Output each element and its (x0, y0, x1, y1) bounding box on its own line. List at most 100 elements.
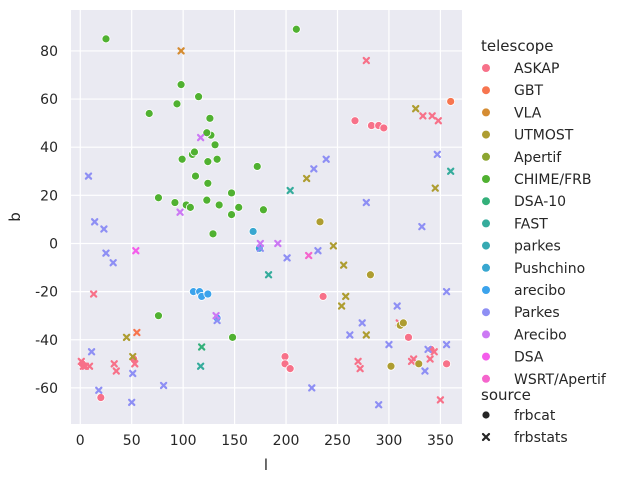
x-tick-label: 250 (324, 433, 351, 449)
legend-entry: DSA-10 (482, 194, 566, 210)
data-point-x (89, 290, 98, 298)
data-point-x (84, 172, 93, 180)
data-point-x (356, 364, 364, 373)
data-point-x (197, 343, 206, 351)
legend-marker (482, 175, 490, 183)
data-point-circle (280, 352, 290, 362)
data-point-circle (228, 332, 237, 342)
legend-marker (482, 197, 490, 206)
legend-entry: DSA (482, 350, 544, 366)
data-point-circle (185, 202, 195, 212)
data-point-circle (210, 140, 220, 150)
data-point-x (131, 360, 139, 368)
data-point-x (339, 261, 348, 269)
legend-title-source: source (481, 386, 531, 404)
y-tick-label: 40 (40, 140, 58, 156)
legend-entry: Apertif (482, 150, 562, 166)
legend-entry: arecibo (482, 283, 566, 299)
data-point-x (256, 239, 265, 248)
data-point-circle (227, 210, 236, 219)
legend-label: WSRT/Apertif (514, 372, 607, 388)
data-point-x (132, 246, 140, 255)
y-tick-label: 80 (40, 44, 58, 60)
data-point-x (428, 112, 436, 120)
data-point-circle (202, 195, 212, 205)
x-tick-label: 300 (376, 433, 403, 449)
data-point-x (129, 369, 137, 378)
grid-lines (71, 10, 462, 424)
legend-label: Parkes (514, 305, 560, 321)
data-point-circle (144, 109, 154, 118)
data-point-circle (234, 202, 244, 212)
data-point-circle (212, 154, 222, 164)
x-tick-label: 50 (123, 433, 141, 449)
data-point-circle (318, 292, 328, 301)
legend-marker (482, 286, 490, 294)
legend-label: Arecibo (514, 327, 567, 343)
legend-marker (482, 352, 490, 361)
data-point-circle (285, 364, 295, 374)
legend-entry: FAST (482, 216, 548, 232)
y-tick-label: 0 (49, 236, 58, 252)
data-point-x (358, 319, 366, 327)
y-tick-labels: -60 -40 -20 0 20 40 60 80 (35, 44, 58, 397)
data-point-x (85, 362, 94, 370)
data-point-circle (386, 361, 396, 371)
data-point-x (433, 150, 442, 159)
legend-label: CHIME/FRB (514, 172, 591, 188)
data-point-x (436, 396, 445, 404)
data-point-circle (203, 289, 213, 299)
legend-label: VLA (514, 105, 542, 121)
data-point-x (310, 165, 318, 173)
legend-entry: Pushchino (482, 261, 585, 277)
data-point-x (393, 302, 401, 310)
x-tick-label: 350 (427, 433, 454, 449)
legend-entry: CHIME/FRB (482, 172, 591, 188)
data-point-x (110, 360, 118, 368)
legend-marker (482, 374, 490, 383)
data-point-circle (190, 147, 199, 157)
data-point-circle (379, 123, 389, 133)
data-point-x (176, 208, 184, 216)
data-point-circle (214, 200, 224, 210)
data-point-x (102, 249, 110, 257)
data-point-x (431, 184, 439, 192)
data-point-x (362, 56, 371, 65)
legend-label: Apertif (514, 150, 562, 166)
data-point-circle (315, 217, 325, 227)
y-axis-label: b (6, 212, 24, 222)
data-point-x (308, 384, 316, 392)
legend-label: DSA (514, 350, 544, 366)
data-point-x (159, 381, 168, 390)
data-point-circle (481, 410, 491, 420)
data-point-circle (227, 188, 236, 198)
legend-marker (482, 86, 490, 95)
legend-label: GBT (514, 83, 543, 99)
data-point-x (133, 328, 141, 337)
legend-label: parkes (514, 239, 561, 255)
data-point-x (419, 112, 427, 120)
data-point-circle (194, 92, 203, 102)
data-point-x (286, 186, 294, 195)
legend-marker (482, 308, 490, 317)
data-point-x (314, 246, 322, 255)
data-point-x (95, 386, 103, 395)
data-point-x (409, 355, 418, 363)
x-tick-label: 200 (273, 433, 300, 449)
y-tick-label: 60 (40, 92, 58, 108)
y-tick-label: -60 (35, 381, 58, 397)
data-point-x (112, 367, 120, 375)
data-point-x (302, 174, 311, 183)
data-point-x (128, 398, 136, 407)
data-point-x (304, 251, 313, 260)
legend-entry: frbcat (481, 408, 556, 424)
legend-label: frbcat (514, 408, 556, 424)
data-point-x (122, 333, 131, 342)
data-point-circle (398, 318, 408, 328)
data-point-x (385, 340, 393, 349)
data-point-x (329, 242, 338, 250)
data-point-circle (208, 229, 218, 239)
legend-title-telescope: telescope (481, 37, 554, 55)
data-point-x (337, 302, 346, 310)
data-point-x (322, 155, 330, 163)
